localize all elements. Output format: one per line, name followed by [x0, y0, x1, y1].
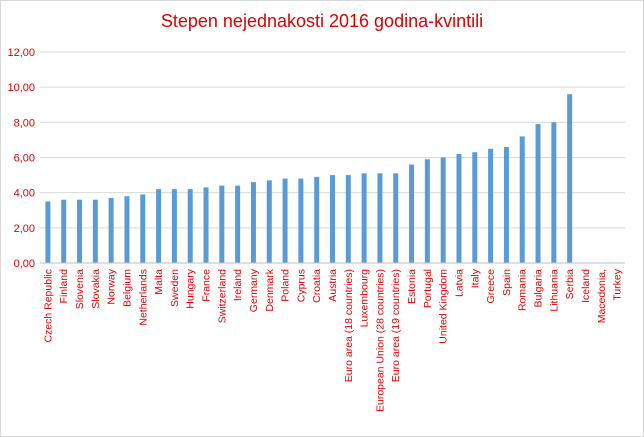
y-tick-label: 0,00	[14, 258, 35, 270]
bar	[250, 182, 256, 263]
x-tick-label: Denmark	[264, 268, 276, 311]
x-tick-label: Poland	[280, 269, 292, 302]
x-tick-label: Norway	[106, 268, 118, 304]
gridlines	[40, 51, 625, 229]
bar	[266, 180, 272, 263]
bar	[124, 196, 130, 263]
x-tick-label: Estonia	[406, 269, 418, 304]
bar	[519, 136, 525, 263]
y-tick-label: 4,00	[14, 188, 35, 200]
x-tick-label: Malta	[153, 269, 165, 295]
x-tick-label: Ireland	[232, 269, 244, 301]
x-tick-label: United Kingdom	[438, 269, 450, 344]
x-tick-label: Greece	[485, 269, 497, 304]
x-tick-label: France	[201, 269, 213, 302]
y-tick-labels: 0,00 2,00 4,00 6,00 8,00 10,00 12,00	[7, 47, 35, 270]
x-tick-label: Bulgaria	[533, 269, 545, 308]
y-tick-label: 10,00	[7, 82, 35, 94]
x-tick-label: Serbia	[564, 269, 576, 300]
bar	[108, 197, 114, 263]
x-tick-label: Lithuania	[548, 269, 560, 312]
bar	[361, 173, 367, 263]
bar	[377, 173, 383, 263]
y-tick-label: 12,00	[7, 47, 35, 59]
bar	[488, 148, 494, 263]
x-tick-label: Czech Republic	[42, 269, 54, 343]
bar	[92, 199, 98, 263]
x-tick-label: Cyprus	[295, 269, 307, 302]
y-tick-label: 8,00	[14, 117, 35, 129]
bar	[503, 146, 509, 263]
x-tick-labels: Czech Republic Finland Slovenia Slovakia Nor…	[42, 268, 623, 412]
y-tick-label: 6,00	[14, 153, 35, 165]
bar	[171, 189, 177, 263]
x-tick-label: Romania	[517, 269, 529, 311]
bar	[424, 159, 430, 263]
bar	[393, 173, 399, 263]
x-tick-label: Euro area (18 countries)	[343, 269, 355, 382]
x-tick-label: Portugal	[422, 269, 434, 308]
x-tick-label: Slovakia	[90, 269, 102, 309]
x-tick-label: Euro area (19 countries)	[390, 269, 402, 382]
x-tick-label: Netherlands	[137, 269, 149, 326]
x-tick-label: Belgium	[121, 269, 133, 307]
bar	[61, 199, 67, 263]
x-tick-label: Finland	[58, 269, 70, 304]
bar	[567, 94, 573, 263]
x-tick-label: Austria	[327, 269, 339, 302]
y-tick-label: 2,00	[14, 223, 35, 235]
x-tick-label: Macedonia,	[596, 269, 608, 323]
bar	[440, 157, 446, 263]
chart-title: Stepen nejednakosti 2016 godina-kvintili	[161, 11, 483, 31]
bar	[156, 189, 162, 263]
x-tick-label: Luxembourg	[359, 269, 371, 328]
bar	[409, 164, 415, 263]
bar	[203, 187, 209, 263]
x-tick-label: Switzerland	[216, 269, 228, 323]
bar	[551, 122, 557, 263]
bar	[330, 175, 335, 263]
x-tick-label: Croatia	[311, 269, 323, 303]
x-tick-label: Hungary	[185, 268, 197, 308]
x-tick-label: Sweden	[169, 269, 181, 307]
x-tick-label: Germany	[248, 268, 260, 312]
bar	[77, 199, 83, 263]
bar	[345, 175, 351, 263]
bar	[45, 201, 51, 263]
bar	[140, 194, 146, 263]
bar	[535, 124, 541, 263]
x-tick-label: Turkey	[612, 268, 624, 300]
x-tick-label: Iceland	[580, 269, 592, 303]
x-tick-label: European Union (28 countries)	[374, 269, 386, 412]
bar	[456, 153, 462, 263]
x-tick-label: Latvia	[453, 269, 465, 297]
x-tick-label: Italy	[469, 268, 481, 288]
bar	[187, 189, 193, 263]
bar	[282, 178, 288, 263]
bar	[472, 152, 478, 263]
bar	[219, 185, 225, 263]
x-tick-label: Spain	[501, 269, 513, 296]
x-tick-label: Slovenia	[74, 269, 86, 309]
bar	[235, 185, 241, 263]
bars	[45, 94, 573, 263]
bar	[298, 178, 304, 263]
bar	[314, 176, 320, 263]
